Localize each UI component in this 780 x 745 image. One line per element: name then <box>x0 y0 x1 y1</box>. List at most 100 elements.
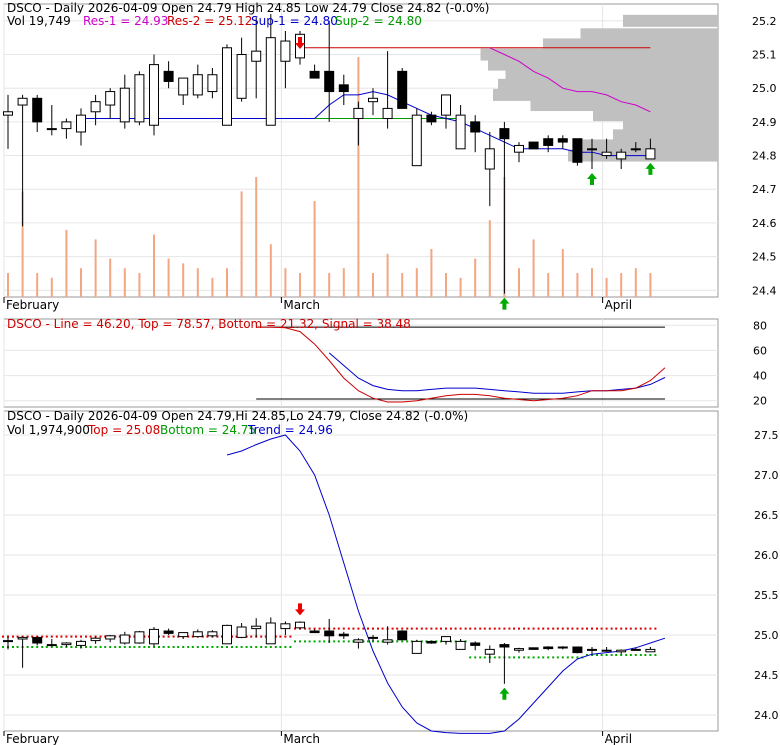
bottom-dot <box>323 640 326 643</box>
trend-x-tick: April <box>605 732 632 745</box>
stochastic-y-tick: 80 <box>753 319 767 332</box>
top-dot <box>377 627 379 630</box>
top-dot <box>304 627 306 630</box>
price-y-tick: 24.4 <box>752 284 777 297</box>
profile-bar <box>593 109 718 122</box>
top-dot <box>313 627 316 630</box>
profile-bar <box>530 99 718 112</box>
trend-candle-body <box>17 636 28 640</box>
volume-bar <box>7 273 9 297</box>
top-dot <box>556 627 559 630</box>
top-dot <box>430 627 433 630</box>
price-candle-body <box>236 54 247 99</box>
bottom-dot <box>260 646 263 648</box>
price-y-tick: 25.0 <box>752 82 777 95</box>
bottom-dot <box>508 656 511 659</box>
top-bottom-dots <box>2 627 657 659</box>
top-dot <box>318 627 321 630</box>
volume-bar <box>649 273 652 297</box>
bottom-dot <box>2 646 4 648</box>
top-dot <box>372 627 374 630</box>
bottom-dot <box>128 646 131 648</box>
trend-candle-body <box>192 631 203 638</box>
bottom-dot <box>401 640 404 643</box>
bottom-dot <box>610 654 613 656</box>
profile-bar <box>488 58 718 71</box>
top-dot <box>401 627 404 630</box>
trend-candle-body <box>178 632 189 638</box>
top-dot <box>479 627 482 630</box>
top-dot <box>60 635 63 638</box>
volume-bar <box>123 268 126 297</box>
trend-candle-body <box>601 649 612 652</box>
volume-bar <box>313 201 316 297</box>
volume-bar <box>328 273 331 297</box>
bottom-dot <box>153 646 155 648</box>
volume-bar <box>50 277 53 297</box>
trend-candle-body <box>324 630 335 637</box>
bottom-dot <box>483 656 486 659</box>
trend-candle-body <box>382 639 393 643</box>
res1-label: Res-1 = 24.93 <box>83 14 168 28</box>
volume-bar <box>357 57 360 297</box>
stochastic-panel: 80 60 40 20 DSCO - Line = 46.20, Top = 78.5… <box>3 317 767 408</box>
price-x-tick: February <box>6 298 59 312</box>
top-dot <box>50 635 53 638</box>
price-candle-body <box>17 97 28 106</box>
volume-bar <box>226 268 228 297</box>
trend-panel-frame <box>3 410 719 732</box>
bottom-dot <box>566 656 569 659</box>
price-candle-body <box>265 37 276 126</box>
trend-panel: 27.5 27.0 26.5 26.0 25.5 25.0 24.5 24.0 Februar… <box>2 409 779 745</box>
trend-candle-body <box>134 631 145 644</box>
top-dot <box>65 635 68 638</box>
trend-y-tick: 26.0 <box>754 549 779 562</box>
stochastic-title: DSCO - Line = 46.20, Top = 78.57, Bottom… <box>7 317 411 331</box>
top-dot <box>55 635 58 638</box>
trend-candle-body <box>46 644 57 647</box>
price-candle-body <box>411 114 422 167</box>
bottom-dot <box>634 654 637 656</box>
top-dot <box>586 627 588 630</box>
top-dot <box>342 627 345 630</box>
bottom-dot <box>406 640 409 643</box>
price-candle-body <box>46 128 57 131</box>
bottom-dot <box>211 646 214 648</box>
top-dot <box>542 627 545 630</box>
bottom-dot <box>620 654 623 656</box>
top-dot <box>552 627 555 630</box>
bottom-dot <box>89 646 92 648</box>
trend-candle-body <box>514 648 524 651</box>
price-candle-body <box>426 114 437 123</box>
price-candle-body <box>76 114 86 133</box>
top-dot <box>483 627 486 630</box>
profile-bar <box>505 68 718 81</box>
price-candle-body <box>163 70 174 82</box>
price-candle-body <box>309 70 320 79</box>
bottom-dot <box>342 640 345 643</box>
trend-candle-body <box>411 640 422 654</box>
buy-arrow <box>645 162 656 175</box>
top-dot <box>362 627 365 630</box>
top-dot <box>605 627 608 630</box>
bottom-dot <box>60 646 63 648</box>
top-dot <box>445 627 447 630</box>
price-candle-body <box>514 144 524 153</box>
bottom-dot <box>649 654 652 656</box>
volume-bar <box>576 273 579 297</box>
price-candle-body <box>251 50 262 62</box>
top-dot <box>547 627 550 630</box>
top-dot <box>523 627 525 630</box>
trend-candle-body <box>119 634 130 644</box>
bottom-dot <box>542 656 545 659</box>
trend-candle-body <box>484 648 495 655</box>
volume-bar <box>36 273 39 297</box>
bottom-dot <box>148 646 150 648</box>
volume-bar <box>386 253 389 297</box>
bottom-dot <box>532 656 535 659</box>
bottom-dot <box>158 646 160 648</box>
top-dot <box>80 635 82 638</box>
bottom-dot <box>479 656 482 659</box>
bottom-dot <box>167 646 170 648</box>
trend-candle-body <box>353 639 364 643</box>
